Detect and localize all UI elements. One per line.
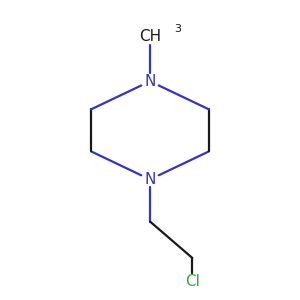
Text: Cl: Cl [185,274,200,289]
Text: N: N [144,74,156,89]
Text: N: N [144,172,156,187]
Text: CH: CH [139,29,161,44]
Text: 3: 3 [174,24,181,34]
